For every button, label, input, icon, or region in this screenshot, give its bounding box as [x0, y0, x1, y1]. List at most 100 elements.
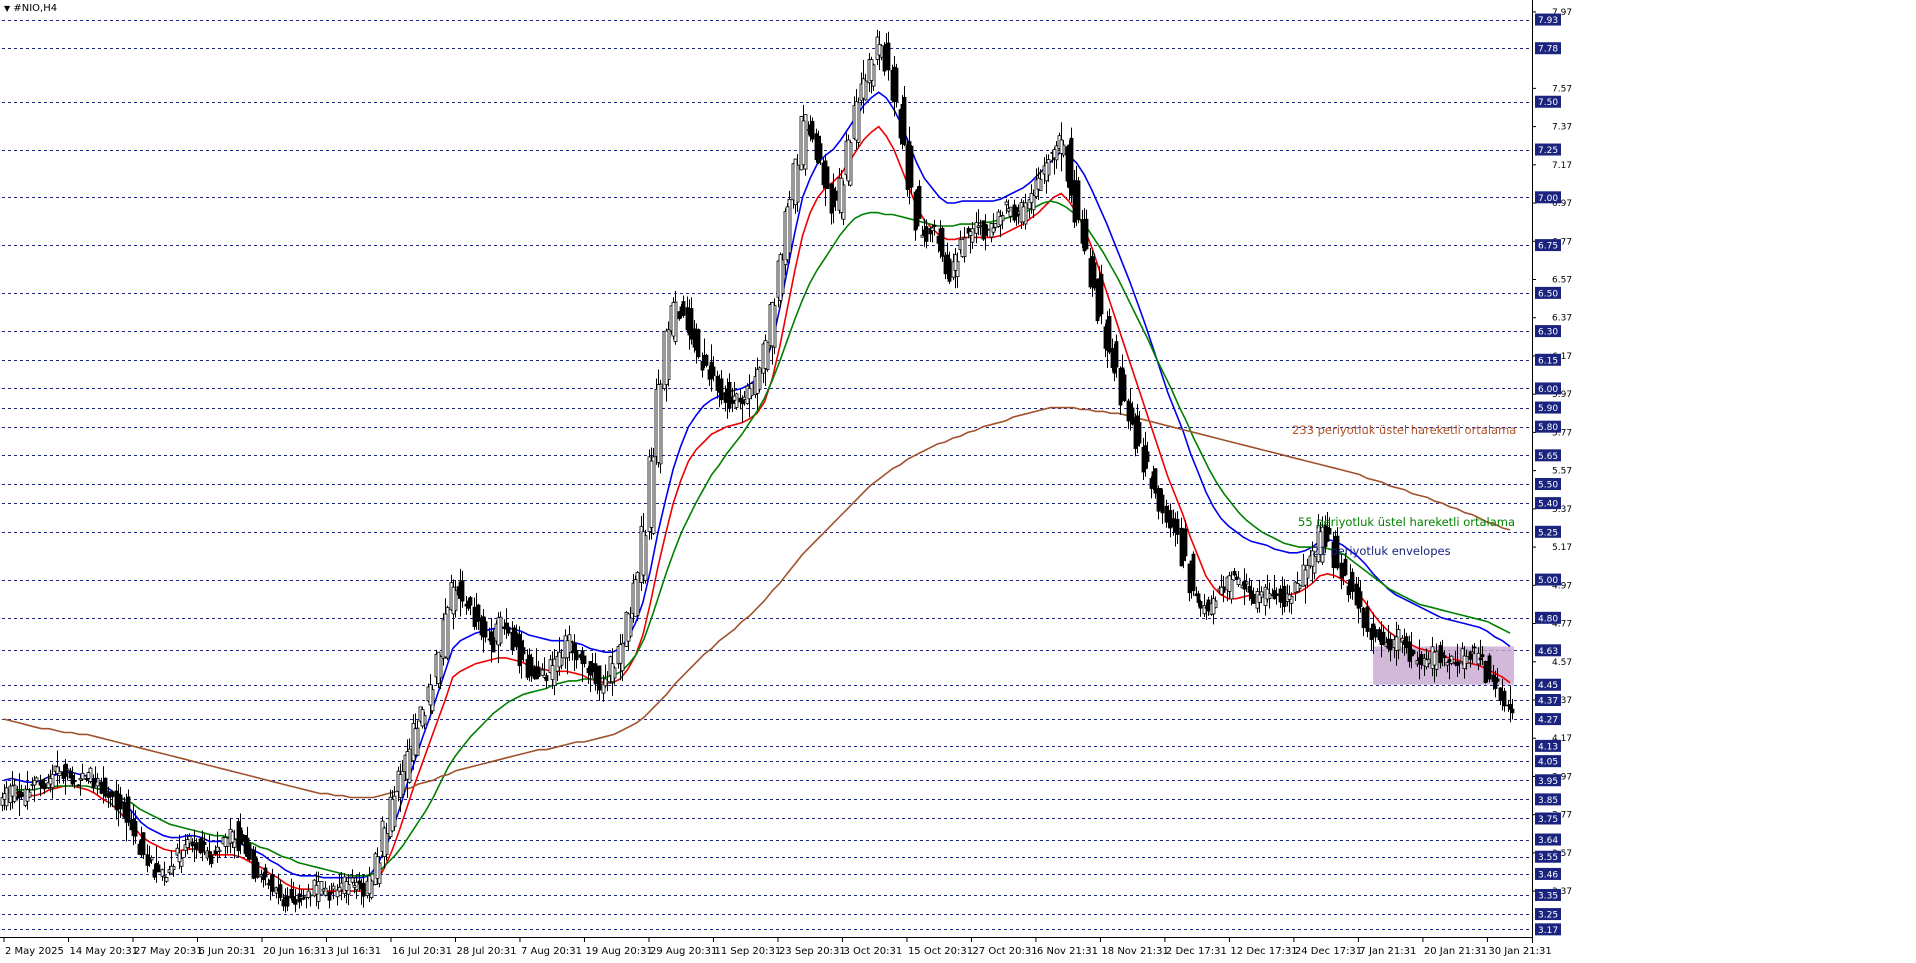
candle-body [557, 651, 562, 668]
candle-body [1280, 592, 1285, 603]
price-level-box [1535, 95, 1561, 108]
candle-body [694, 329, 699, 351]
price-level-box [1535, 923, 1561, 936]
candle-body [1242, 580, 1247, 590]
series-line [3, 91, 1511, 879]
price-level-label: 6.00 [1538, 385, 1558, 395]
candle-body [725, 388, 730, 403]
candle-body [974, 222, 979, 234]
candle-body [331, 885, 336, 890]
price-level-label: 4.13 [1538, 742, 1558, 752]
candle-body [1105, 319, 1110, 351]
candle-body [1440, 652, 1445, 657]
price-level-box [1535, 812, 1561, 825]
candle-body [854, 101, 859, 141]
candle-body [542, 674, 547, 678]
candle-body [215, 846, 220, 852]
candle-body [1272, 590, 1277, 600]
candle-body [245, 837, 250, 858]
candle-body [1470, 651, 1475, 655]
annotation-label: 55 periyotluk üstel hareketli ortalama [1298, 515, 1515, 529]
candle-body [291, 896, 296, 903]
candle-body [420, 709, 425, 727]
candle-body [1135, 415, 1140, 447]
x-tick-label: 30 Jan 21:31 [1488, 946, 1551, 957]
candle-body [968, 231, 973, 236]
price-level-label: 6.15 [1538, 356, 1558, 366]
price-level-label: 3.75 [1538, 815, 1558, 825]
x-tick-label: 12 Dec 17:31 [1230, 946, 1297, 957]
candle-body [281, 899, 286, 907]
candle-body [1006, 208, 1011, 212]
price-level-box [1535, 191, 1561, 204]
y-tick-label: 5.37 [1552, 505, 1572, 515]
price-level-label: 6.75 [1538, 242, 1558, 252]
indicator-lines [3, 91, 1511, 892]
candle-body [1402, 639, 1407, 645]
candle-body [1265, 588, 1270, 600]
candle-body [601, 683, 606, 694]
price-level-label: 5.25 [1538, 528, 1558, 538]
y-tick-label: 7.37 [1552, 123, 1572, 133]
candle-body [1417, 657, 1422, 665]
y-tick-label: 6.37 [1552, 314, 1572, 324]
candle-body [101, 783, 106, 791]
y-tick-label: 4.77 [1552, 620, 1572, 630]
candle-body [32, 779, 37, 786]
candle-body [1493, 677, 1498, 689]
candle-body [953, 254, 958, 271]
candle-body [443, 613, 448, 658]
y-tick-label: 4.17 [1552, 734, 1572, 744]
candle-body [200, 840, 205, 852]
candle-body [78, 777, 83, 781]
price-level-label: 7.78 [1538, 45, 1558, 55]
candle-body [1310, 550, 1315, 567]
x-tick-label: 20 Jun 16:31 [263, 946, 327, 957]
candle-body [732, 395, 737, 401]
price-level-label: 3.17 [1538, 926, 1558, 936]
candle-body [1424, 659, 1429, 668]
candle-body [154, 863, 159, 873]
candle-body [329, 891, 334, 894]
candle-body [1189, 560, 1194, 590]
price-level-box [1535, 908, 1561, 921]
candle-body [131, 819, 136, 837]
series-line [3, 200, 1511, 877]
candle-body [1120, 367, 1125, 399]
price-level-label: 5.65 [1538, 452, 1558, 462]
x-tick-label: 2 May 2025 [5, 946, 64, 957]
series-line [3, 406, 1511, 799]
x-tick-label: 23 Sep 20:31 [779, 946, 846, 957]
candle-body [519, 640, 524, 661]
candle-body [496, 617, 501, 646]
price-level-box [1535, 382, 1561, 395]
candle-body [770, 302, 775, 347]
grid-lines [2, 20, 1532, 930]
candle-body [808, 124, 813, 137]
price-level-label: 5.90 [1538, 404, 1558, 414]
price-level-box [1535, 644, 1561, 657]
candle-body [1166, 510, 1171, 523]
price-level-label: 3.25 [1538, 911, 1558, 921]
candle-body [70, 775, 75, 785]
candle-body [10, 785, 15, 797]
candle-body [1363, 611, 1368, 628]
candle-body [1082, 221, 1087, 252]
x-tick-label: 15 Oct 20:31 [908, 946, 973, 957]
candle-body [540, 669, 545, 676]
price-level-label: 5.50 [1538, 481, 1558, 491]
candle-body [261, 873, 266, 881]
candle-body [572, 643, 577, 653]
candle-body [1234, 576, 1239, 580]
candle-body [223, 837, 228, 847]
candle-body [664, 330, 669, 386]
x-tick-label: 14 May 20:31 [69, 946, 138, 957]
candle-body [177, 852, 182, 863]
x-tick-label: 20 Jan 21:31 [1424, 946, 1487, 957]
candle-body [359, 884, 364, 890]
candle-body [93, 777, 98, 783]
candle-body [405, 751, 410, 780]
triangle-down-icon[interactable]: ▼ [4, 4, 11, 13]
